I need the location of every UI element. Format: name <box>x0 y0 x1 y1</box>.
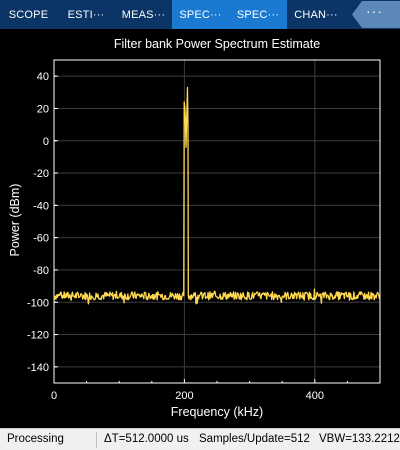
more-tabs-button[interactable]: ··· <box>352 1 400 28</box>
tab-spectrum-1[interactable]: SPEC··· <box>172 0 229 29</box>
y-axis-label: Power (dBm) <box>8 184 22 257</box>
x-tick-label: 400 <box>306 390 324 402</box>
tab-scope[interactable]: SCOPE <box>8 8 49 21</box>
x-tick-label: 0 <box>51 390 57 402</box>
chart-title: Filter bank Power Spectrum Estimate <box>114 37 320 51</box>
y-tick-label: -80 <box>33 265 49 277</box>
tab-bar: SCOPE ESTI··· MEAS··· SPEC··· SPEC··· CH… <box>0 0 400 29</box>
tab-measurements[interactable]: MEAS··· <box>121 8 166 21</box>
status-delta-t: ΔT=512.0000 us <box>104 433 189 445</box>
y-tick-label: -120 <box>27 330 49 342</box>
y-tick-label: -100 <box>27 297 49 309</box>
y-tick-label: -20 <box>33 168 49 180</box>
more-tabs-background <box>352 1 400 28</box>
y-tick-label: 20 <box>37 103 49 115</box>
status-state: Processing <box>7 433 64 445</box>
status-vbw: VBW=133.2212 <box>319 433 400 445</box>
axis-ticks <box>53 75 348 383</box>
status-separator <box>96 432 97 448</box>
more-dots-icon: ··· <box>366 3 383 19</box>
tab-estimation[interactable]: ESTI··· <box>67 8 105 21</box>
x-axis-label: Frequency (kHz) <box>171 405 263 419</box>
tab-spectrum-2[interactable]: SPEC··· <box>229 0 287 29</box>
tab-channel[interactable]: CHAN··· <box>294 8 338 21</box>
grid <box>54 60 380 383</box>
status-bar: Processing ΔT=512.0000 us Samples/Update… <box>0 428 400 450</box>
y-tick-label: -40 <box>33 200 49 212</box>
x-tick-label: 200 <box>175 390 193 402</box>
spectrum-chart[interactable]: Filter bank Power Spectrum Estimate 0 200… <box>0 29 400 428</box>
y-tick-label: 40 <box>37 71 49 83</box>
y-tick-label: 0 <box>43 136 49 148</box>
status-samples-per-update: Samples/Update=512 <box>199 433 310 445</box>
y-tick-label: -140 <box>27 362 49 374</box>
y-tick-label: -60 <box>33 233 49 245</box>
spectrum-trace <box>53 86 381 305</box>
